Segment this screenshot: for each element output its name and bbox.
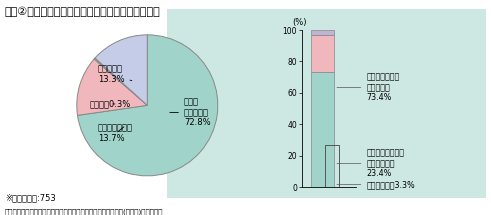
Text: 図表②　個人情報の保護に対する意識と保護の方法: 図表② 個人情報の保護に対する意識と保護の方法 bbox=[5, 6, 161, 17]
Text: わからない　3.3%: わからない 3.3% bbox=[337, 180, 415, 189]
Text: その他　0.3%: その他 0.3% bbox=[89, 100, 131, 108]
Bar bbox=[311, 72, 334, 187]
Wedge shape bbox=[95, 35, 147, 105]
Text: ※　回答者数:753: ※ 回答者数:753 bbox=[5, 194, 55, 203]
Text: わからない
13.3%: わからない 13.3% bbox=[98, 65, 132, 84]
Bar bbox=[325, 145, 339, 187]
Wedge shape bbox=[77, 59, 147, 115]
Wedge shape bbox=[78, 35, 218, 176]
Bar bbox=[311, 35, 334, 72]
Text: (%): (%) bbox=[293, 18, 307, 27]
Text: 法律を制定して
保護すべき
73.4%: 法律を制定して 保護すべき 73.4% bbox=[337, 73, 400, 102]
Text: 「高度情報通信社会に向けた環境整備に関する研究会報告書」(郵政省)により作成: 「高度情報通信社会に向けた環境整備に関する研究会報告書」(郵政省)により作成 bbox=[5, 209, 164, 215]
Text: このままでよい
13.7%: このままでよい 13.7% bbox=[98, 124, 133, 143]
Text: 保護を
強化すべき
72.8%: 保護を 強化すべき 72.8% bbox=[170, 97, 211, 127]
Text: 業界が自主的規制
を強化すべき
23.4%: 業界が自主的規制 を強化すべき 23.4% bbox=[337, 149, 405, 178]
Wedge shape bbox=[94, 58, 147, 105]
Bar bbox=[311, 30, 334, 35]
